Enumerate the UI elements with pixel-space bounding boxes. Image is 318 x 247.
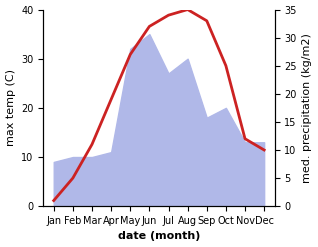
Y-axis label: med. precipitation (kg/m2): med. precipitation (kg/m2) — [302, 33, 313, 183]
X-axis label: date (month): date (month) — [118, 231, 200, 242]
Y-axis label: max temp (C): max temp (C) — [5, 69, 16, 146]
